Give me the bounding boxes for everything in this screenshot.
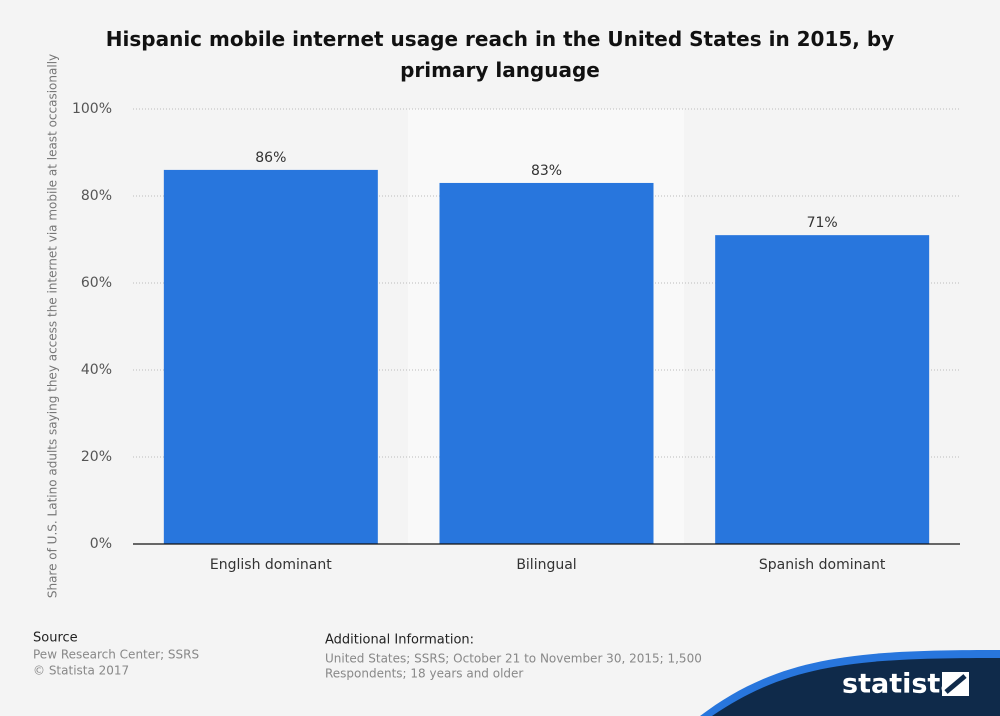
logo-icon-mark <box>944 674 967 694</box>
bar <box>163 169 378 544</box>
logo: statista <box>842 669 959 700</box>
value-label: 83% <box>531 163 562 179</box>
bar <box>439 182 654 544</box>
logo-band <box>712 658 1000 716</box>
y-axis-label: Share of U.S. Latino adults saying they … <box>46 54 60 598</box>
y-tick-label: 20% <box>81 449 112 465</box>
additional-line: United States; SSRS; October 21 to Novem… <box>325 652 702 666</box>
y-tick-label: 100% <box>72 101 112 117</box>
value-label: 86% <box>255 150 286 166</box>
x-tick-label: Bilingual <box>516 557 576 573</box>
additional-title: Additional Information: <box>325 633 474 648</box>
y-tick-label: 60% <box>81 275 112 291</box>
y-tick-label: 80% <box>81 188 112 204</box>
additional-line: Respondents; 18 years and older <box>325 667 523 681</box>
source-title: Source <box>33 631 78 646</box>
bar <box>715 235 930 544</box>
x-tick-label: English dominant <box>210 557 332 573</box>
y-tick-label: 40% <box>81 362 112 378</box>
source-line: Pew Research Center; SSRS <box>33 648 199 662</box>
value-label: 71% <box>807 215 838 231</box>
y-tick-label: 0% <box>90 536 112 552</box>
source-line: © Statista 2017 <box>33 664 129 678</box>
chart-title: Hispanic mobile internet usage reach in … <box>106 27 894 82</box>
x-tick-label: Spanish dominant <box>759 557 886 573</box>
